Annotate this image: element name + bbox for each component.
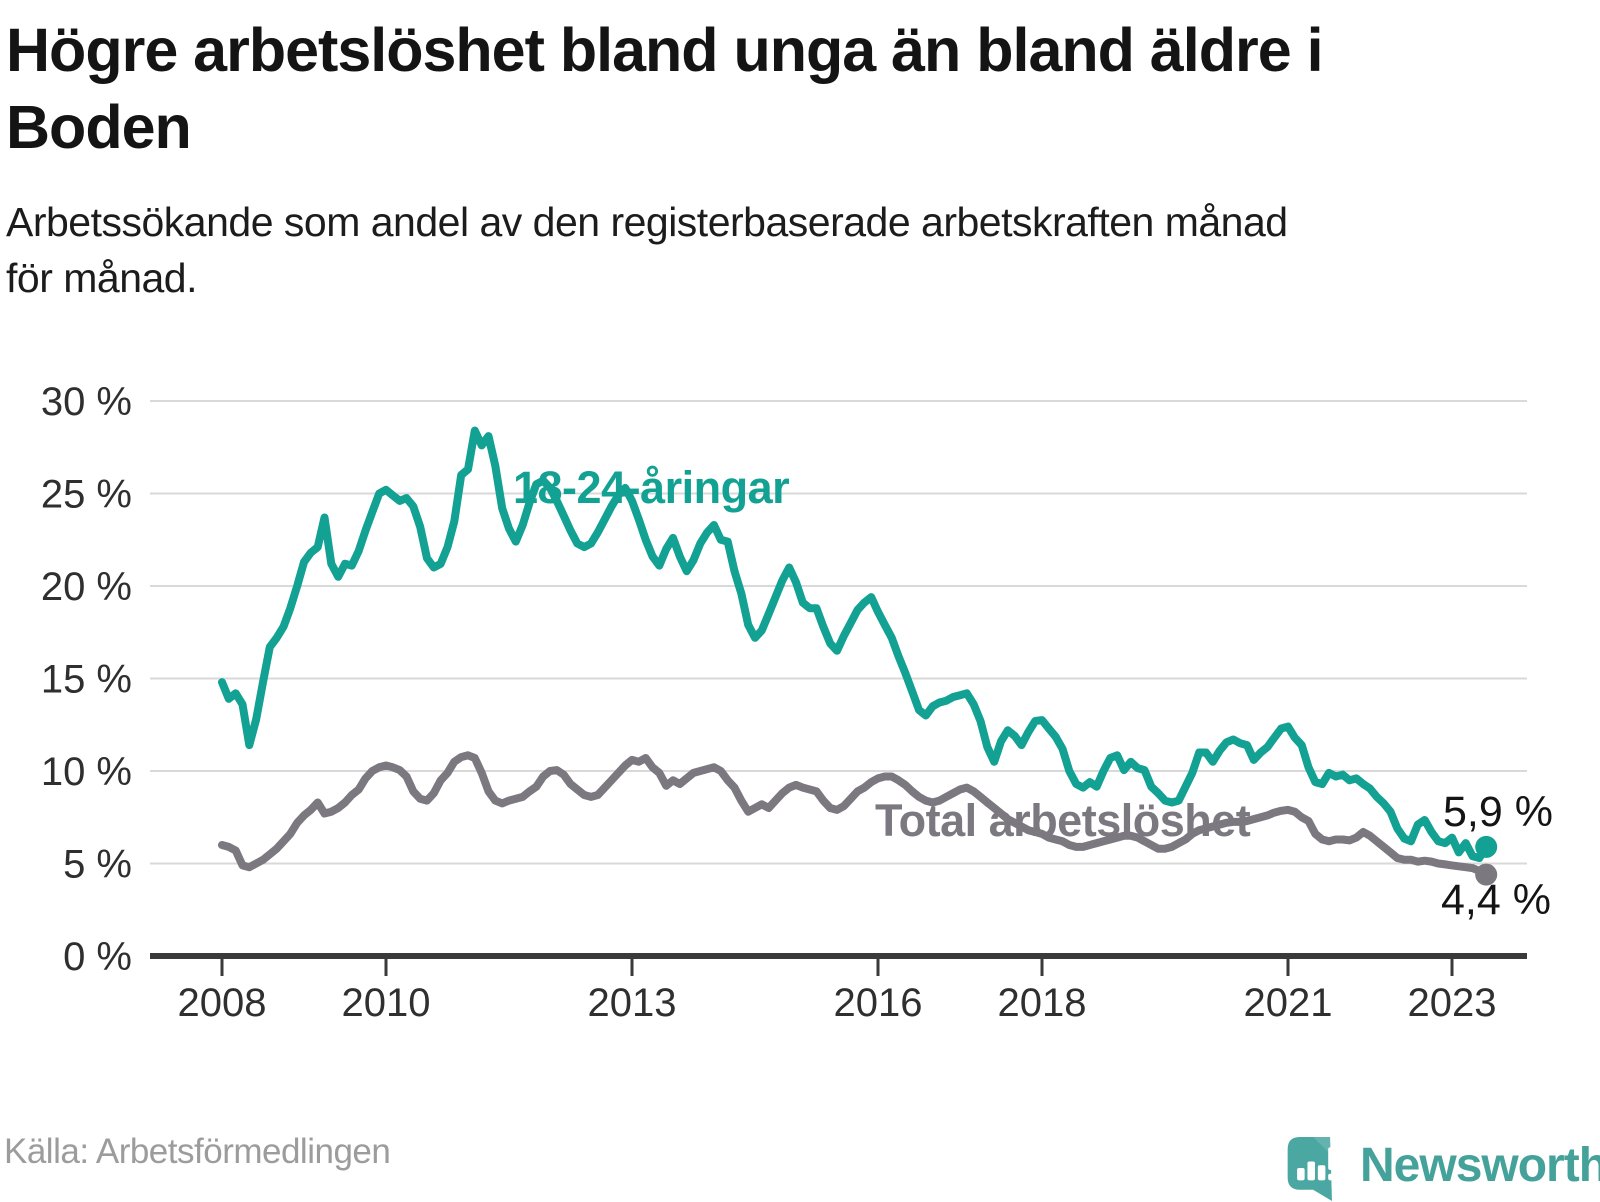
series-label-youth: 18-24-åringar — [513, 462, 789, 513]
y-axis-label: 0 % — [63, 935, 132, 979]
title-line-2: Boden — [6, 93, 192, 161]
exclamation-bar — [1328, 1147, 1336, 1170]
x-axis-label: 2018 — [998, 981, 1087, 1025]
series-end-dot-0 — [1475, 835, 1498, 858]
page-title: Högre arbetslöshet bland unga än bland ä… — [6, 12, 1586, 166]
y-axis-label: 20 % — [41, 565, 132, 609]
y-axis-label: 30 % — [41, 380, 132, 424]
brand-logo: Newsworthy — [1286, 1136, 1600, 1202]
x-axis-label: 2016 — [834, 981, 923, 1025]
chart-subtitle: Arbetssökande som andel av den registerb… — [6, 194, 1586, 306]
chart-series — [218, 426, 1498, 886]
y-axis-label: 5 % — [63, 843, 132, 887]
x-axis-label: 2010 — [342, 981, 431, 1025]
x-axis-label: 2023 — [1408, 981, 1497, 1025]
exclamation-dot — [1328, 1173, 1336, 1181]
series-end-dot-1 — [1475, 863, 1498, 886]
y-axis-label: 10 % — [41, 750, 132, 794]
source-note: Källa: Arbetsförmedlingen — [4, 1132, 391, 1171]
subtitle-line-1: Arbetssökande som andel av den registerb… — [6, 199, 1288, 245]
series-label-total: Total arbetslöshet — [875, 795, 1251, 846]
bar-chart-glyph — [1297, 1147, 1336, 1181]
y-axis-label: 25 % — [41, 473, 132, 517]
newsworthy-pin-icon — [1287, 1136, 1343, 1202]
chart-header: Högre arbetslöshet bland unga än bland ä… — [6, 12, 1586, 306]
chart-annotations: 18-24-åringar Total arbetslöshet 5,9 % 4… — [513, 462, 1553, 924]
end-value-label-total: 4,4 % — [1441, 876, 1551, 924]
x-axis-label: 2008 — [178, 981, 267, 1025]
brand-name: Newsworthy — [1360, 1139, 1600, 1192]
x-axis-label: 2013 — [588, 981, 677, 1025]
chart-grid: 0 % 5 % 10 % 15 % 20 % 25 % 30 % 2008 2010 2013 20… — [41, 380, 1527, 1025]
subtitle-line-2: för månad. — [6, 255, 198, 301]
title-line-1: Högre arbetslöshet bland unga än bland ä… — [6, 16, 1324, 84]
x-axis-label: 2021 — [1244, 981, 1333, 1025]
series-line-0 — [218, 426, 1491, 862]
end-value-label-youth: 5,9 % — [1443, 788, 1553, 836]
y-axis-label: 15 % — [41, 658, 132, 702]
series-line-1 — [218, 751, 1491, 879]
